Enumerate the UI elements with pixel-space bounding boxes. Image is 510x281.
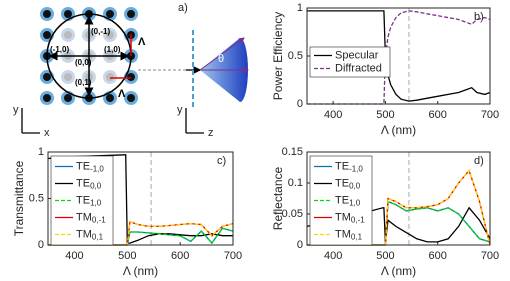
y-tick-label: 1: [297, 2, 303, 14]
x-tick-label: 500: [376, 109, 394, 121]
x-tick-label: 600: [171, 250, 189, 262]
period-label: Λ: [118, 88, 126, 100]
legend-label: TM0,-1: [335, 211, 365, 224]
panel-label: a): [178, 2, 188, 14]
x-tick-label: 600: [429, 250, 447, 262]
lattice-dot: [106, 31, 114, 39]
axis-icon-label: x: [44, 127, 50, 139]
order-label: (0,1): [75, 78, 92, 87]
series-line: [307, 10, 491, 102]
y-axis-label: Transmittance: [12, 160, 26, 236]
x-tick-label: 600: [429, 109, 447, 121]
lattice-dot: [64, 94, 72, 102]
legend-label: TE0,0: [335, 177, 361, 190]
legend-label: TE1,0: [76, 194, 102, 207]
series-line: [306, 206, 491, 243]
x-tick-label: 700: [481, 250, 499, 262]
lattice-dot: [43, 10, 51, 18]
panel-label: b): [474, 11, 484, 23]
axis-icon-label: y: [177, 104, 183, 116]
legend-box: [309, 46, 391, 78]
legend-label: TE0,0: [76, 177, 102, 190]
y-tick-label: 0: [297, 239, 303, 251]
lattice-dot: [64, 10, 72, 18]
beam: [199, 37, 245, 71]
x-axis-label: Λ (nm): [381, 123, 416, 137]
x-tick-label: 400: [324, 109, 342, 121]
plot-frame: [306, 151, 491, 246]
axis-icon-label: z: [208, 127, 214, 139]
lattice-dot: [127, 73, 135, 81]
y-axis-label: Power Efficiency: [271, 12, 285, 100]
panel-label: d): [474, 155, 484, 167]
axis-icon-label: y: [13, 104, 19, 116]
legend-label: TE1,0: [335, 194, 361, 207]
lattice-dot: [43, 31, 51, 39]
y-tick-label: 0: [297, 98, 303, 110]
legend-label: Diffracted: [335, 62, 382, 74]
lattice-dot: [64, 31, 72, 39]
lattice-dot: [127, 94, 135, 102]
lattice-dot: [43, 94, 51, 102]
axes-icon: [185, 108, 204, 134]
x-tick-label: 500: [118, 250, 136, 262]
series-line: [307, 10, 491, 105]
legend-label: TM0,1: [335, 228, 363, 241]
lattice-dot: [43, 73, 51, 81]
x-tick-label: 700: [224, 250, 242, 262]
order-label: (1,0): [104, 45, 121, 54]
y-tick-label: 0.1: [288, 177, 303, 189]
x-tick-label: 500: [376, 250, 394, 262]
order-label: (-1,0): [50, 45, 69, 54]
lattice-dot: [106, 10, 114, 18]
plot-frame: [47, 151, 234, 246]
plot-frame: [306, 7, 491, 105]
legend-label: TE-1,0: [335, 160, 363, 173]
x-axis-label: Λ (nm): [381, 264, 416, 278]
x-tick-label: 700: [481, 109, 499, 121]
y-tick-label: 0.5: [288, 50, 303, 62]
legend-label: TM0,-1: [76, 211, 106, 224]
legend-label: TE-1,0: [76, 160, 104, 173]
lattice-dot: [64, 73, 72, 81]
angle-label: θ: [218, 53, 224, 65]
order-label: (0,0): [75, 58, 92, 67]
lattice-dot: [106, 73, 114, 81]
x-axis-label: Λ (nm): [123, 264, 158, 278]
order-label: (0,-1): [91, 27, 110, 36]
lattice-dot: [127, 10, 135, 18]
y-tick-label: 0: [38, 239, 44, 251]
legend-label: Specular: [335, 49, 379, 61]
y-tick-label: 1: [38, 146, 44, 158]
panel-label: c): [217, 155, 226, 167]
y-tick-label: 0.5: [29, 192, 44, 204]
legend-label: TM0,1: [76, 228, 104, 241]
y-axis-label: Reflectance: [271, 166, 285, 230]
x-tick-label: 400: [65, 250, 83, 262]
y-tick-label: 0.15: [282, 146, 303, 158]
axes-icon: [21, 108, 40, 134]
period-label: Λ: [138, 36, 146, 48]
y-tick-label: 0.05: [282, 208, 303, 220]
lattice-dot: [106, 94, 114, 102]
x-tick-label: 400: [324, 250, 342, 262]
